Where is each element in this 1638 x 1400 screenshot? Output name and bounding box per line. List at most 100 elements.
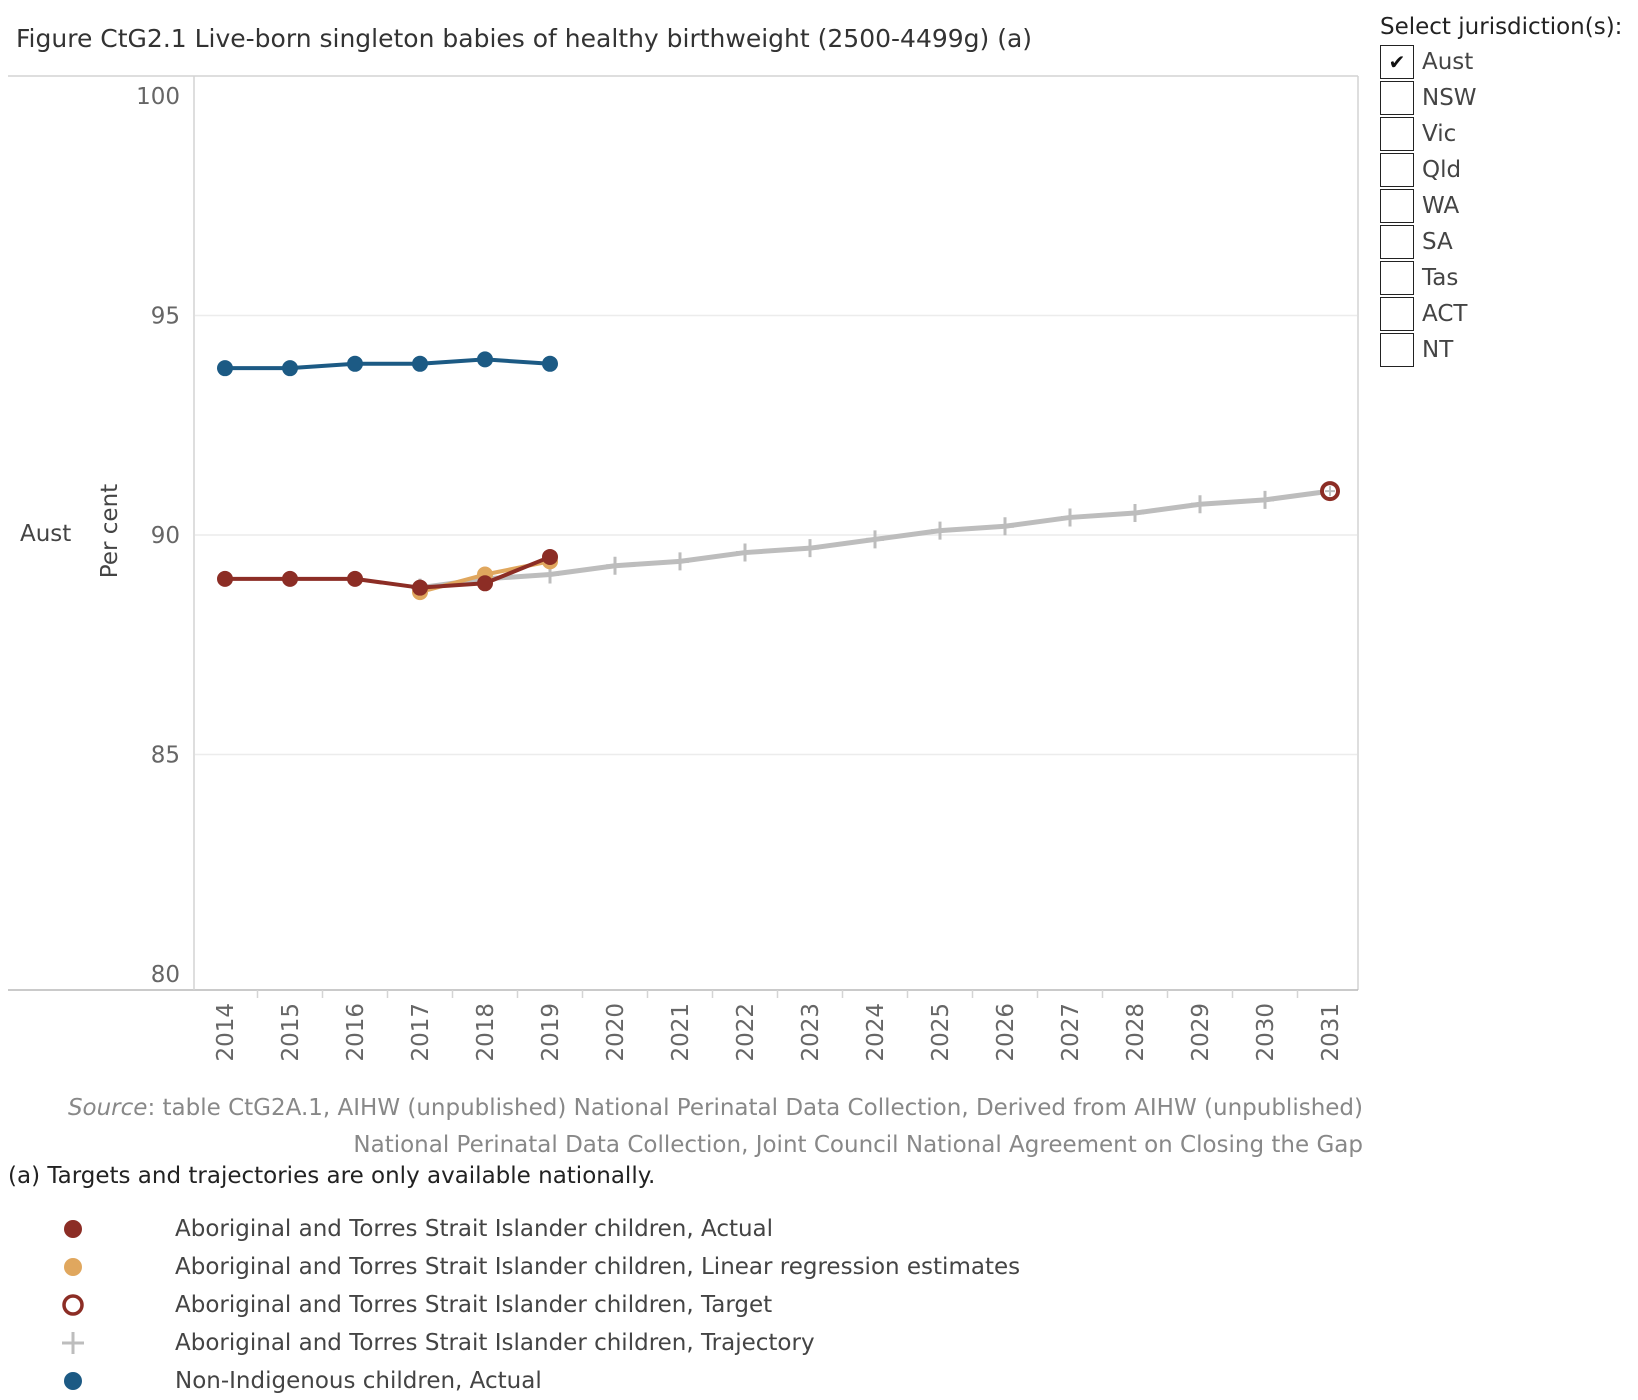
series-layer [217, 351, 1340, 601]
footnote: (a) Targets and trajectories are only av… [8, 1163, 656, 1189]
jurisdiction-checkbox[interactable] [1380, 116, 1414, 151]
y-tick-95: 95 [151, 304, 180, 330]
jurisdiction-label: SA [1422, 229, 1453, 255]
x-tick-2016: 2016 [343, 1003, 369, 1062]
y-tick-labels: 100 95 90 85 80 [136, 84, 180, 988]
jurisdiction-heading: Select jurisdiction(s): [1380, 14, 1623, 40]
series-2 [217, 548, 558, 596]
legend-item[interactable]: Non-Indigenous children, Actual [55, 1362, 1020, 1400]
legend-item[interactable]: Aboriginal and Torres Strait Islander ch… [55, 1210, 1020, 1248]
point-4-2014[interactable] [217, 360, 233, 377]
point-3-2031-plus [1325, 486, 1335, 497]
point-4-2016[interactable] [347, 355, 363, 372]
jurisdiction-option-wa[interactable]: WA [1380, 188, 1630, 224]
point-0-2022[interactable] [736, 543, 754, 562]
legend-label: Aboriginal and Torres Strait Islander ch… [175, 1216, 774, 1242]
point-2-2016[interactable] [347, 570, 363, 587]
point-0-2029[interactable] [1191, 495, 1209, 514]
point-0-2025[interactable] [931, 521, 949, 540]
jurisdiction-checkbox[interactable] [1380, 224, 1414, 259]
x-tick-2019: 2019 [538, 1003, 564, 1062]
legend: Aboriginal and Torres Strait Islander ch… [55, 1210, 1020, 1400]
x-tick-2027: 2027 [1058, 1003, 1084, 1062]
jurisdiction-label: WA [1422, 193, 1460, 219]
legend-label: Non-Indigenous children, Actual [175, 1368, 542, 1394]
jurisdiction-list: ✔ Aust NSW Vic Qld WA SA Tas ACT NT [1380, 44, 1630, 368]
source-line-1: Source: table CtG2A.1, AIHW (unpublished… [68, 1090, 1363, 1127]
point-4-2018[interactable] [477, 351, 493, 368]
point-2-2015[interactable] [282, 570, 298, 587]
legend-item[interactable]: Aboriginal and Torres Strait Islander ch… [55, 1324, 1020, 1362]
jurisdiction-filter: Select jurisdiction(s): ✔ Aust NSW Vic Qld WA… [1380, 14, 1630, 368]
point-0-2021[interactable] [671, 552, 689, 571]
point-2-2014[interactable] [217, 570, 233, 587]
x-tick-2015: 2015 [278, 1003, 304, 1062]
y-tick-85: 85 [151, 743, 180, 769]
point-0-2030[interactable] [1256, 490, 1274, 509]
jurisdiction-option-tas[interactable]: Tas [1380, 260, 1630, 296]
jurisdiction-option-vic[interactable]: Vic [1380, 116, 1630, 152]
source-note: Source: table CtG2A.1, AIHW (unpublished… [68, 1090, 1363, 1164]
y-axis-title: Per cent [97, 484, 123, 578]
point-0-2023[interactable] [801, 539, 819, 558]
gridlines [195, 314, 1357, 756]
plus-marker-icon [55, 1325, 91, 1361]
jurisdiction-option-nt[interactable]: NT [1380, 332, 1630, 368]
legend-item[interactable]: Aboriginal and Torres Strait Islander ch… [55, 1248, 1020, 1286]
x-tick-2018: 2018 [473, 1003, 499, 1062]
jurisdiction-option-sa[interactable]: SA [1380, 224, 1630, 260]
point-2-2018[interactable] [477, 575, 493, 592]
series-4 [217, 351, 558, 377]
jurisdiction-option-nsw[interactable]: NSW [1380, 80, 1630, 116]
x-tick-2017: 2017 [408, 1003, 434, 1062]
x-tick-2014: 2014 [213, 1003, 239, 1062]
point-2-2019[interactable] [542, 548, 558, 565]
point-2-2017[interactable] [412, 579, 428, 596]
point-0-2024[interactable] [866, 530, 884, 549]
jurisdiction-label: Aust [1422, 49, 1474, 75]
chart-area: 100 95 90 85 80 2014 2015 2016 2017 2018 2019 2020… [8, 75, 1359, 1062]
jurisdiction-option-aust[interactable]: ✔ Aust [1380, 44, 1630, 80]
jurisdiction-option-qld[interactable]: Qld [1380, 152, 1630, 188]
x-tick-labels: 2014 2015 2016 2017 2018 2019 2020 2021 2022 2023… [213, 990, 1344, 1062]
jurisdiction-checkbox[interactable] [1380, 188, 1414, 223]
jurisdiction-checkbox[interactable] [1380, 80, 1414, 115]
point-0-2020[interactable] [606, 556, 624, 575]
jurisdiction-label: ACT [1422, 301, 1468, 327]
jurisdiction-option-act[interactable]: ACT [1380, 296, 1630, 332]
x-tick-2031: 2031 [1318, 1003, 1344, 1062]
source-line-2: National Perinatal Data Collection, Join… [353, 1132, 1363, 1158]
series-3 [1320, 481, 1340, 502]
point-0-2026[interactable] [996, 517, 1014, 536]
x-tick-2020: 2020 [603, 1003, 629, 1062]
x-tick-2023: 2023 [798, 1003, 824, 1062]
x-tick-2029: 2029 [1188, 1003, 1214, 1062]
ring-marker-icon [55, 1287, 91, 1323]
dot-marker-icon [55, 1363, 91, 1399]
series-line-4 [225, 357, 551, 371]
jurisdiction-checkbox[interactable] [1380, 260, 1414, 295]
jurisdiction-checkbox[interactable]: ✔ [1380, 44, 1414, 79]
source-label: Source [67, 1095, 148, 1121]
x-tick-2021: 2021 [668, 1003, 694, 1062]
point-0-2028[interactable] [1126, 504, 1144, 523]
jurisdiction-label: Qld [1422, 157, 1462, 183]
dot-marker-icon [55, 1249, 91, 1285]
legend-label: Aboriginal and Torres Strait Islander ch… [175, 1292, 773, 1318]
jurisdiction-checkbox[interactable] [1380, 332, 1414, 367]
jurisdiction-checkbox[interactable] [1380, 296, 1414, 331]
point-4-2017[interactable] [412, 355, 428, 372]
x-tick-2026: 2026 [993, 1003, 1019, 1062]
series-line-2 [225, 555, 551, 590]
series-0 [411, 482, 1339, 597]
source-text-1: : table CtG2A.1, AIHW (unpublished) Nati… [147, 1095, 1363, 1121]
y-tick-100: 100 [136, 84, 180, 110]
point-0-2027[interactable] [1061, 508, 1079, 527]
jurisdiction-checkbox[interactable] [1380, 152, 1414, 187]
legend-item[interactable]: Aboriginal and Torres Strait Islander ch… [55, 1286, 1020, 1324]
jurisdiction-label: Vic [1422, 121, 1457, 147]
chart-title: Figure CtG2.1 Live-born singleton babies… [16, 24, 1033, 53]
x-tick-2025: 2025 [928, 1003, 954, 1062]
point-4-2015[interactable] [282, 360, 298, 377]
point-4-2019[interactable] [542, 355, 558, 372]
